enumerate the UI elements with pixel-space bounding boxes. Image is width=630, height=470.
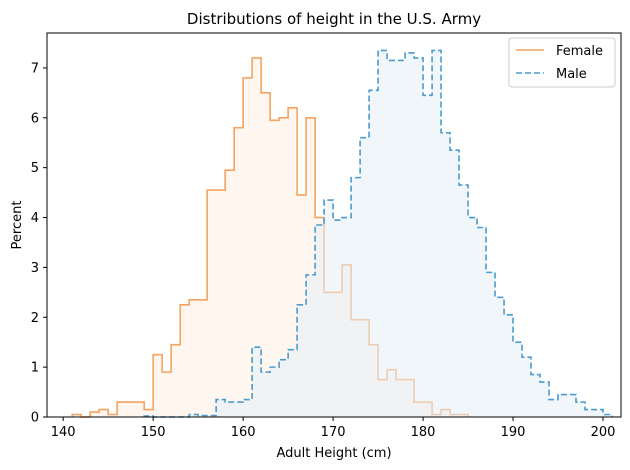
y-tick-label: 3 bbox=[31, 261, 39, 276]
histogram-bin-male bbox=[243, 400, 252, 417]
histogram-bin-male bbox=[369, 90, 378, 417]
histogram-bin-male bbox=[288, 350, 297, 417]
histogram-bin-male bbox=[297, 305, 306, 417]
histogram-bin-male bbox=[441, 133, 450, 417]
histogram-bin-male bbox=[567, 395, 576, 417]
histogram-bin-male bbox=[360, 138, 369, 417]
histogram-bin-male bbox=[315, 225, 324, 417]
axes-frame bbox=[46, 32, 622, 418]
x-tick-label: 180 bbox=[411, 425, 436, 440]
series-line-male bbox=[143, 49, 613, 418]
histogram-bin-male bbox=[531, 375, 540, 417]
histogram-bin-female bbox=[117, 402, 126, 417]
y-tick-label: 4 bbox=[31, 211, 39, 226]
y-tick-label: 6 bbox=[31, 111, 39, 126]
histogram-bin-male bbox=[576, 402, 585, 417]
histogram-bin-male bbox=[450, 150, 459, 417]
histogram-bin-male bbox=[414, 58, 423, 417]
histogram-bin-male bbox=[216, 400, 225, 417]
x-tick-label: 150 bbox=[141, 425, 166, 440]
histogram-bin-male bbox=[585, 410, 594, 417]
x-tick-label: 170 bbox=[321, 425, 346, 440]
histogram-bin-female bbox=[180, 305, 189, 417]
chart-title: Distributions of height in the U.S. Army bbox=[187, 10, 481, 28]
histogram-bin-male bbox=[378, 50, 387, 417]
histogram-bin-male bbox=[279, 360, 288, 417]
y-axis: 0 1 2 3 4 5 6 7 bbox=[31, 61, 47, 426]
histogram-bin-male bbox=[261, 372, 270, 417]
histogram-bin-male bbox=[477, 227, 486, 417]
histogram-bin-male bbox=[333, 220, 342, 417]
y-axis-label: Percent bbox=[10, 201, 25, 250]
series-fill-male bbox=[144, 50, 613, 418]
x-tick-label: 160 bbox=[231, 425, 256, 440]
histogram-bin-male bbox=[540, 382, 549, 417]
x-axis: 140 150 160 170 180 190 200 bbox=[51, 417, 616, 440]
histogram-bin-female bbox=[261, 93, 270, 417]
histogram-bin-male bbox=[234, 402, 243, 417]
histogram-bin-male bbox=[594, 410, 603, 417]
histogram-bin-female bbox=[198, 300, 207, 417]
histogram-bin-male bbox=[252, 347, 261, 417]
histogram-bin-male bbox=[225, 402, 234, 417]
y-tick-label: 7 bbox=[31, 61, 39, 76]
histogram-bin-male bbox=[504, 315, 513, 417]
histogram-bin-male bbox=[549, 400, 558, 417]
histogram-bin-male bbox=[423, 95, 432, 417]
histogram-bin-male bbox=[396, 60, 405, 417]
legend-label-female: Female bbox=[556, 44, 603, 59]
histogram-bin-female bbox=[99, 410, 108, 417]
histogram-bin-female bbox=[207, 190, 216, 417]
histogram-bin-male bbox=[405, 53, 414, 417]
histogram-bin-female bbox=[153, 355, 162, 417]
histogram-bin-male bbox=[513, 342, 522, 417]
histogram-bin-male bbox=[495, 297, 504, 417]
histogram-bin-female bbox=[189, 300, 198, 417]
y-tick-label: 5 bbox=[31, 161, 39, 176]
histogram-bin-female bbox=[234, 128, 243, 417]
histogram-bin-female bbox=[126, 402, 135, 417]
histogram-bin-male bbox=[522, 357, 531, 417]
x-tick-label: 190 bbox=[501, 425, 526, 440]
plot-area bbox=[71, 49, 613, 418]
x-axis-label: Adult Height (cm) bbox=[276, 446, 391, 461]
histogram-bin-male bbox=[558, 395, 567, 417]
histogram-bin-male bbox=[324, 200, 333, 417]
histogram-bin-male bbox=[468, 218, 477, 417]
histogram-bin-male bbox=[432, 50, 441, 417]
histogram-bin-male bbox=[351, 178, 360, 417]
y-tick-label: 2 bbox=[31, 311, 39, 326]
histogram-bin-female bbox=[216, 190, 225, 417]
histogram-bin-female bbox=[162, 372, 171, 417]
x-tick-label: 140 bbox=[51, 425, 76, 440]
histogram-bin-male bbox=[459, 185, 468, 417]
y-tick-label: 1 bbox=[31, 361, 39, 376]
x-tick-label: 200 bbox=[591, 425, 616, 440]
y-tick-label: 0 bbox=[31, 411, 39, 426]
histogram-bin-male bbox=[342, 218, 351, 417]
histogram-bin-female bbox=[225, 170, 234, 417]
legend: Female Male bbox=[508, 37, 616, 88]
histogram-bin-male bbox=[270, 367, 279, 417]
histogram-bin-male bbox=[306, 275, 315, 417]
histogram-bin-female bbox=[243, 78, 252, 417]
histogram-bin-female bbox=[135, 402, 144, 417]
histogram-bin-male bbox=[387, 60, 396, 417]
histogram-bin-female bbox=[171, 345, 180, 417]
legend-label-male: Male bbox=[556, 67, 587, 82]
histogram-bin-male bbox=[486, 272, 495, 417]
